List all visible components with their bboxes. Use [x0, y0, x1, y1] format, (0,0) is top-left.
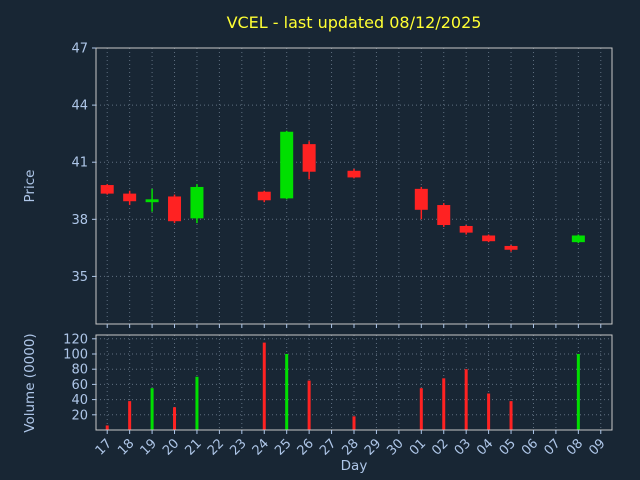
candle-body	[100, 185, 114, 194]
price-axis-label: Price	[22, 170, 38, 203]
candle-body	[571, 235, 585, 243]
candle-body	[168, 196, 182, 222]
volume-tick-label: 40	[71, 393, 88, 408]
volume-bar	[419, 388, 423, 430]
candle-body	[190, 186, 204, 219]
candle-body	[504, 245, 518, 250]
candle-body	[482, 235, 496, 242]
volume-bar	[442, 378, 446, 430]
volume-bar	[576, 354, 580, 430]
volume-bar	[509, 401, 513, 430]
chart-title: VCEL - last updated 08/12/2025	[227, 13, 482, 32]
volume-bar	[128, 401, 132, 430]
volume-bar	[487, 393, 491, 430]
x-axis-label: Day	[341, 458, 368, 474]
candle-body	[302, 144, 316, 172]
price-tick-label: 44	[71, 99, 88, 114]
volume-bar	[285, 354, 289, 430]
volume-bar	[150, 388, 154, 430]
candle-body	[257, 191, 271, 201]
volume-bar	[352, 416, 356, 430]
candle-body	[123, 193, 137, 202]
volume-bar	[464, 369, 468, 430]
volume-tick-label: 100	[63, 348, 88, 363]
volume-tick-label: 120	[63, 332, 88, 347]
candle-body	[347, 170, 361, 178]
volume-axis-label: Volume (0000)	[22, 333, 38, 432]
volume-bar	[307, 380, 311, 430]
volume-bar	[262, 342, 266, 430]
price-tick-label: 41	[71, 156, 88, 171]
candle-body	[145, 199, 159, 203]
candle-body	[414, 188, 428, 210]
volume-tick-label: 80	[71, 363, 88, 378]
volume-tick-label: 60	[71, 378, 88, 393]
volume-bar	[105, 425, 109, 430]
volume-tick-label: 20	[71, 408, 88, 423]
price-tick-label: 35	[71, 270, 88, 285]
volume-bar	[173, 407, 177, 430]
price-tick-label: 38	[71, 213, 88, 228]
candle-body	[437, 205, 451, 226]
price-tick-label: 47	[71, 42, 88, 57]
volume-bar	[195, 376, 199, 430]
candle-body	[459, 225, 473, 233]
data-layer	[100, 130, 585, 430]
candle-body	[280, 131, 294, 199]
